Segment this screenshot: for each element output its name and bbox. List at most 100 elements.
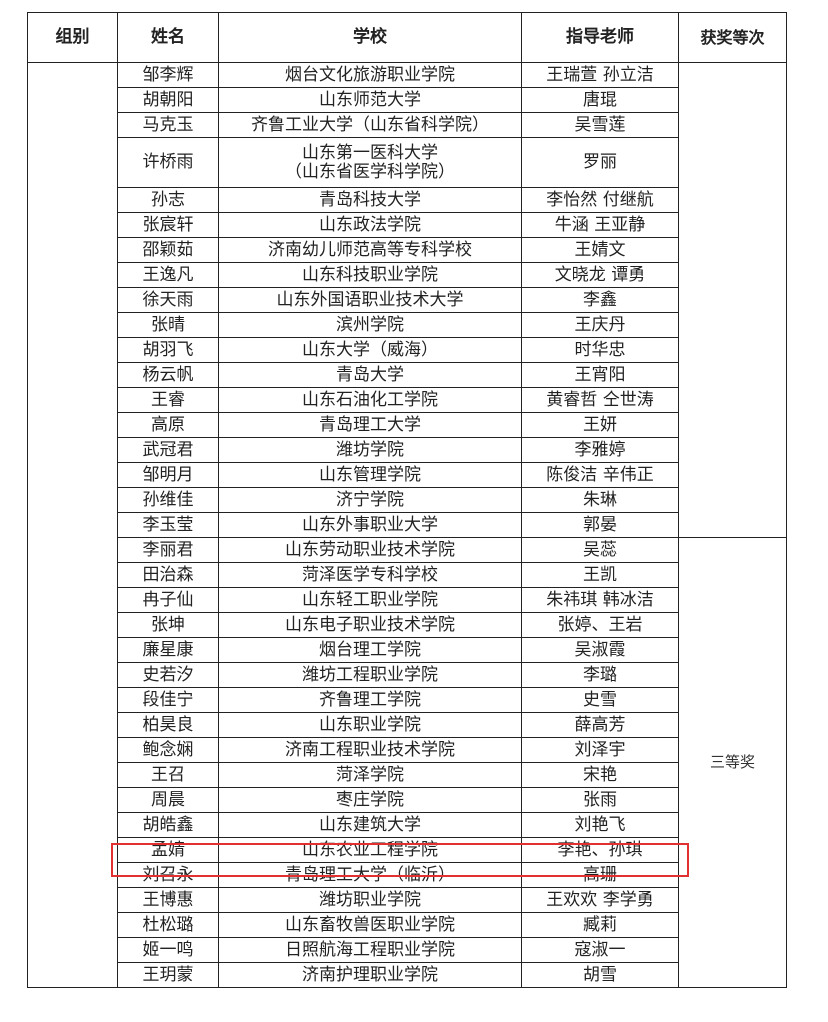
name-cell: 田治森 (117, 562, 219, 588)
school-cell: 菏泽学院 (218, 762, 522, 788)
name-cell: 马克玉 (117, 112, 219, 138)
school-cell: 山东劳动职业技术学院 (218, 537, 522, 563)
school-cell: 山东师范大学 (218, 87, 522, 113)
table-row: 胡羽飞 山东大学（威海） 时华忠 (28, 337, 787, 363)
name-cell: 冉子仙 (117, 587, 219, 613)
school-cell: 济南幼儿师范高等专科学校 (218, 237, 522, 263)
teacher-cell: 刘艳飞 (521, 812, 679, 838)
teacher-cell: 文晓龙 谭勇 (521, 262, 679, 288)
school-cell: 菏泽医学专科学校 (218, 562, 522, 588)
school-cell: 山东建筑大学 (218, 812, 522, 838)
name-cell: 王逸凡 (117, 262, 219, 288)
teacher-cell: 朱琳 (521, 487, 679, 513)
table-row: 杜松璐 山东畜牧兽医职业学院 臧莉 (28, 912, 787, 938)
teacher-cell: 张雨 (521, 787, 679, 813)
school-cell: 青岛理工大学（临沂） (218, 862, 522, 888)
table-row: 史若汐 潍坊工程职业学院 李璐 (28, 662, 787, 688)
table-row: 王召 菏泽学院 宋艳 (28, 762, 787, 788)
table-row: 孙维佳 济宁学院 朱琳 (28, 487, 787, 513)
school-cell: 山东第一医科大学 （山东省医学科学院） (218, 137, 522, 188)
teacher-cell: 王宵阳 (521, 362, 679, 388)
teacher-cell: 陈俊洁 辛伟正 (521, 462, 679, 488)
table-row: 张坤 山东电子职业技术学院 张婷、王岩 (28, 612, 787, 638)
name-cell: 廉星康 (117, 637, 219, 663)
school-cell: 山东畜牧兽医职业学院 (218, 912, 522, 938)
school-cell: 山东政法学院 (218, 212, 522, 238)
teacher-cell: 朱祎琪 韩冰洁 (521, 587, 679, 613)
teacher-cell: 臧莉 (521, 912, 679, 938)
name-cell: 孙志 (117, 187, 219, 213)
name-cell: 周晨 (117, 787, 219, 813)
school-cell: 齐鲁理工学院 (218, 687, 522, 713)
school-cell: 山东农业工程学院 (218, 837, 522, 863)
table-row: 柏昊良 山东职业学院 薛高芳 (28, 712, 787, 738)
table-row: 王玥蒙 济南护理职业学院 胡雪 (28, 962, 787, 988)
name-cell: 孟婧 (117, 837, 219, 863)
table-row: 徐天雨 山东外国语职业技术大学 李鑫 (28, 287, 787, 313)
teacher-cell: 王凯 (521, 562, 679, 588)
table-row: 邵颖茹 济南幼儿师范高等专科学校 王婧文 (28, 237, 787, 263)
name-cell: 史若汐 (117, 662, 219, 688)
name-cell: 王玥蒙 (117, 962, 219, 988)
teacher-cell: 薛高芳 (521, 712, 679, 738)
name-cell: 李玉莹 (117, 512, 219, 538)
name-cell: 鲍念娴 (117, 737, 219, 763)
header-row: 组别 姓名 学校 指导老师 获奖等次 (27, 12, 787, 63)
name-cell: 张晴 (117, 312, 219, 338)
school-cell: 潍坊工程职业学院 (218, 662, 522, 688)
teacher-cell: 时华忠 (521, 337, 679, 363)
name-cell: 徐天雨 (117, 287, 219, 313)
table-row: 段佳宁 齐鲁理工学院 史雪 (28, 687, 787, 713)
teacher-cell: 寇淑一 (521, 937, 679, 963)
teacher-cell: 唐琨 (521, 87, 679, 113)
teacher-cell: 宋艳 (521, 762, 679, 788)
group-cell (27, 62, 118, 988)
name-cell: 王睿 (117, 387, 219, 413)
table-row: 冉子仙 山东轻工职业学院 朱祎琪 韩冰洁 (28, 587, 787, 613)
school-cell: 青岛大学 (218, 362, 522, 388)
name-cell: 高原 (117, 412, 219, 438)
table-row: 田治森 菏泽医学专科学校 王凯 (28, 562, 787, 588)
name-cell: 邵颖茹 (117, 237, 219, 263)
name-cell: 胡羽飞 (117, 337, 219, 363)
table-row: 王逸凡 山东科技职业学院 文晓龙 谭勇 (28, 262, 787, 288)
header-school: 学校 (218, 12, 522, 63)
name-cell: 邹李辉 (117, 62, 219, 88)
school-cell: 山东外国语职业技术大学 (218, 287, 522, 313)
school-cell: 潍坊学院 (218, 437, 522, 463)
teacher-cell: 李鑫 (521, 287, 679, 313)
teacher-cell: 吴雪莲 (521, 112, 679, 138)
table-row: 王睿 山东石油化工学院 黄睿哲 仝世涛 (28, 387, 787, 413)
name-cell: 李丽君 (117, 537, 219, 563)
table-row: 王博惠 潍坊职业学院 王欢欢 李学勇 (28, 887, 787, 913)
teacher-cell: 吴淑霞 (521, 637, 679, 663)
school-cell: 日照航海工程职业学院 (218, 937, 522, 963)
school-cell: 山东外事职业大学 (218, 512, 522, 538)
table-body: 邹李辉 烟台文化旅游职业学院 王瑞萱 孙立洁 胡朝阳 山东师范大学 唐琨 马克玉 齐鲁工业大学… (27, 62, 787, 988)
table-row: 许桥雨 山东第一医科大学 （山东省医学科学院） 罗丽 (28, 137, 787, 188)
teacher-cell: 王妍 (521, 412, 679, 438)
header-award: 获奖等次 (678, 12, 787, 63)
table-row: 胡皓鑫 山东建筑大学 刘艳飞 (28, 812, 787, 838)
name-cell: 王博惠 (117, 887, 219, 913)
header-name: 姓名 (117, 12, 219, 63)
teacher-cell: 罗丽 (521, 137, 679, 188)
teacher-cell: 史雪 (521, 687, 679, 713)
school-cell: 山东职业学院 (218, 712, 522, 738)
teacher-cell: 胡雪 (521, 962, 679, 988)
teacher-cell: 李怡然 付继航 (521, 187, 679, 213)
name-cell: 姬一鸣 (117, 937, 219, 963)
school-cell: 青岛科技大学 (218, 187, 522, 213)
table-row: 邹明月 山东管理学院 陈俊洁 辛伟正 (28, 462, 787, 488)
teacher-cell: 黄睿哲 仝世涛 (521, 387, 679, 413)
name-cell: 杜松璐 (117, 912, 219, 938)
teacher-cell: 王欢欢 李学勇 (521, 887, 679, 913)
table-row: 胡朝阳 山东师范大学 唐琨 (28, 87, 787, 113)
name-cell: 胡皓鑫 (117, 812, 219, 838)
name-cell: 邹明月 (117, 462, 219, 488)
school-cell: 济南护理职业学院 (218, 962, 522, 988)
table-row: 杨云帆 青岛大学 王宵阳 (28, 362, 787, 388)
award-cell: 三等奖 (678, 537, 787, 988)
teacher-cell: 王瑞萱 孙立洁 (521, 62, 679, 88)
table-row: 周晨 枣庄学院 张雨 (28, 787, 787, 813)
